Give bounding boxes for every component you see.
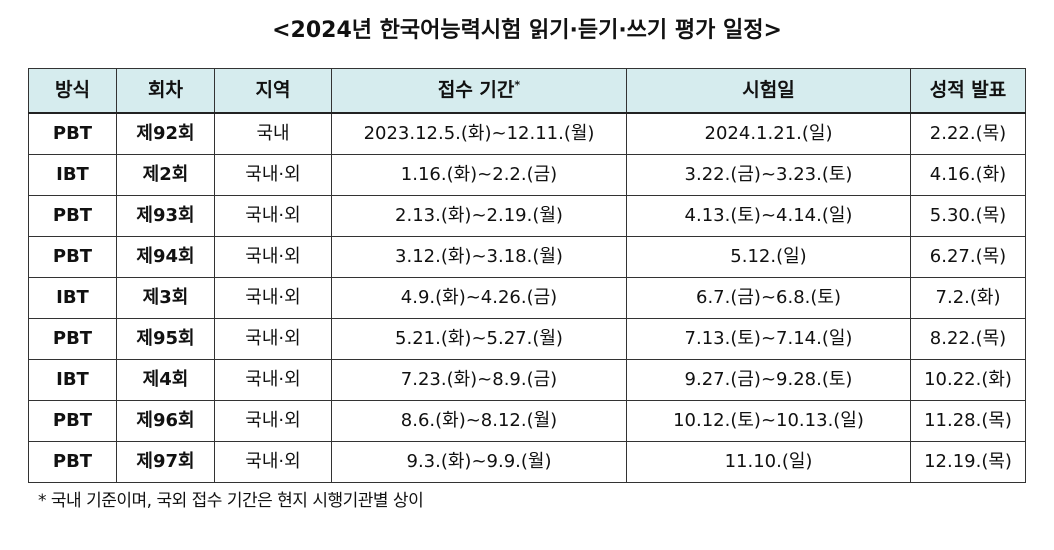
header-result: 성적 발표 <box>910 68 1026 114</box>
cell-exam-date: 3.22.(금)~3.23.(토) <box>626 154 911 196</box>
cell-exam-date: 4.13.(토)~4.14.(일) <box>626 195 911 237</box>
cell-result: 8.22.(목) <box>910 318 1026 360</box>
cell-reception: 5.21.(화)~5.27.(월) <box>331 318 627 360</box>
cell-round: 제93회 <box>116 195 215 237</box>
schedule-table: 방식 회차 지역 접수 기간* 시험일 성적 발표 PBT 제92회 국내 20… <box>28 68 1026 483</box>
table-row: PBT 제96회 국내·외 8.6.(화)~8.12.(월) 10.12.(토)… <box>28 400 1026 442</box>
cell-result: 6.27.(목) <box>910 236 1026 278</box>
header-round: 회차 <box>116 68 215 114</box>
table-row: PBT 제93회 국내·외 2.13.(화)~2.19.(월) 4.13.(토)… <box>28 195 1026 237</box>
cell-method: PBT <box>28 112 117 155</box>
cell-result: 7.2.(화) <box>910 277 1026 319</box>
cell-reception: 2023.12.5.(화)~12.11.(월) <box>331 112 627 155</box>
cell-exam-date: 9.27.(금)~9.28.(토) <box>626 359 911 401</box>
table-row: PBT 제94회 국내·외 3.12.(화)~3.18.(월) 5.12.(일)… <box>28 236 1026 278</box>
cell-exam-date: 2024.1.21.(일) <box>626 112 911 155</box>
cell-method: PBT <box>28 195 117 237</box>
cell-round: 제94회 <box>116 236 215 278</box>
cell-method: PBT <box>28 318 117 360</box>
cell-round: 제4회 <box>116 359 215 401</box>
header-method: 방식 <box>28 68 117 114</box>
table-row: PBT 제95회 국내·외 5.21.(화)~5.27.(월) 7.13.(토)… <box>28 318 1026 360</box>
table-row: IBT 제2회 국내·외 1.16.(화)~2.2.(금) 3.22.(금)~3… <box>28 154 1026 196</box>
cell-result: 11.28.(목) <box>910 400 1026 442</box>
cell-reception: 9.3.(화)~9.9.(월) <box>331 441 627 483</box>
cell-result: 4.16.(화) <box>910 154 1026 196</box>
cell-reception: 4.9.(화)~4.26.(금) <box>331 277 627 319</box>
cell-result: 12.19.(목) <box>910 441 1026 483</box>
cell-exam-date: 5.12.(일) <box>626 236 911 278</box>
cell-result: 10.22.(화) <box>910 359 1026 401</box>
cell-method: PBT <box>28 400 117 442</box>
cell-round: 제95회 <box>116 318 215 360</box>
cell-region: 국내·외 <box>214 154 332 196</box>
header-reception-mark: * <box>514 78 521 92</box>
cell-region: 국내·외 <box>214 277 332 319</box>
cell-region: 국내·외 <box>214 318 332 360</box>
cell-exam-date: 6.7.(금)~6.8.(토) <box>626 277 911 319</box>
cell-region: 국내 <box>214 112 332 155</box>
header-region: 지역 <box>214 68 332 114</box>
cell-region: 국내·외 <box>214 236 332 278</box>
cell-round: 제92회 <box>116 112 215 155</box>
cell-method: IBT <box>28 277 117 319</box>
cell-round: 제2회 <box>116 154 215 196</box>
cell-reception: 3.12.(화)~3.18.(월) <box>331 236 627 278</box>
cell-method: IBT <box>28 359 117 401</box>
cell-result: 5.30.(목) <box>910 195 1026 237</box>
cell-region: 국내·외 <box>214 195 332 237</box>
cell-region: 국내·외 <box>214 441 332 483</box>
cell-region: 국내·외 <box>214 400 332 442</box>
cell-round: 제97회 <box>116 441 215 483</box>
header-reception-label: 접수 기간 <box>437 79 515 101</box>
page-title: <2024년 한국어능력시험 읽기·듣기·쓰기 평가 일정> <box>272 18 782 43</box>
table-header-row: 방식 회차 지역 접수 기간* 시험일 성적 발표 <box>28 68 1026 114</box>
cell-method: PBT <box>28 236 117 278</box>
header-reception: 접수 기간* <box>331 68 627 114</box>
cell-reception: 8.6.(화)~8.12.(월) <box>331 400 627 442</box>
cell-reception: 7.23.(화)~8.9.(금) <box>331 359 627 401</box>
cell-region: 국내·외 <box>214 359 332 401</box>
table-row: PBT 제97회 국내·외 9.3.(화)~9.9.(월) 11.10.(일) … <box>28 441 1026 483</box>
cell-round: 제96회 <box>116 400 215 442</box>
cell-exam-date: 10.12.(토)~10.13.(일) <box>626 400 911 442</box>
table-row: PBT 제92회 국내 2023.12.5.(화)~12.11.(월) 2024… <box>28 112 1026 155</box>
cell-method: IBT <box>28 154 117 196</box>
table-row: IBT 제3회 국내·외 4.9.(화)~4.26.(금) 6.7.(금)~6.… <box>28 277 1026 319</box>
cell-method: PBT <box>28 441 117 483</box>
cell-round: 제3회 <box>116 277 215 319</box>
footnote: * 국내 기준이며, 국외 접수 기간은 현지 시행기관별 상이 <box>38 491 424 511</box>
cell-exam-date: 11.10.(일) <box>626 441 911 483</box>
table-row: IBT 제4회 국내·외 7.23.(화)~8.9.(금) 9.27.(금)~9… <box>28 359 1026 401</box>
header-exam-date: 시험일 <box>626 68 911 114</box>
cell-reception: 1.16.(화)~2.2.(금) <box>331 154 627 196</box>
cell-exam-date: 7.13.(토)~7.14.(일) <box>626 318 911 360</box>
cell-result: 2.22.(목) <box>910 112 1026 155</box>
cell-reception: 2.13.(화)~2.19.(월) <box>331 195 627 237</box>
